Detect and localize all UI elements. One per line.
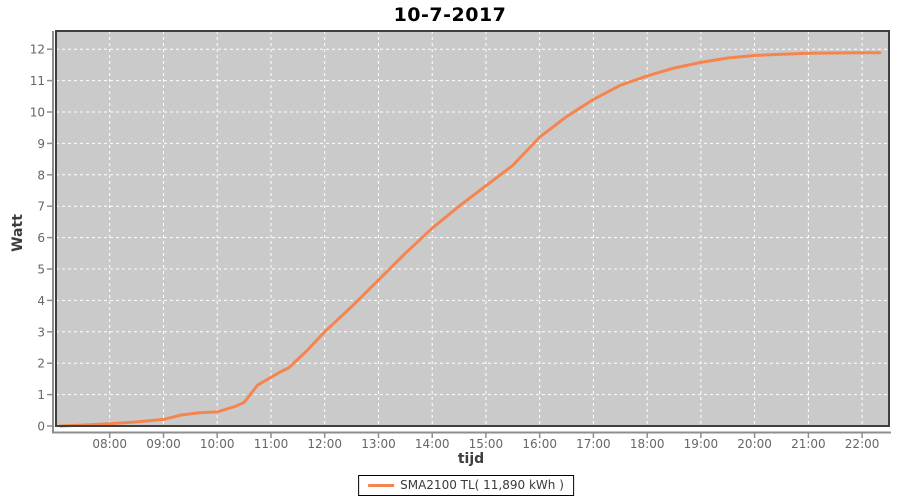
x-tick-label: 09:00 [146,437,181,451]
y-tick-label: 12 [30,43,45,57]
y-tick-label: 6 [37,231,45,245]
y-tick-label: 3 [37,325,45,339]
y-tick-label: 7 [37,200,45,214]
y-axis-title: Watt [10,214,26,252]
y-tick-label: 2 [37,357,45,371]
plot-border [55,30,890,427]
plot-background [56,31,889,426]
legend-label: SMA2100 TL( 11,890 kWh ) [400,478,564,492]
x-tick-label: 10:00 [200,437,235,451]
x-tick-label: 12:00 [307,437,342,451]
y-tick-label: 5 [37,263,45,277]
line-swatch-icon [368,484,395,487]
y-tick-label: 4 [37,294,45,308]
x-tick-label: 22:00 [845,437,880,451]
y-tick-label: 11 [30,74,45,88]
x-axis-title: tijd [457,451,485,467]
x-tick-label: 11:00 [254,437,289,451]
x-tick-label: 20:00 [737,437,772,451]
y-tick-label: 1 [37,388,45,402]
x-tick-label: 14:00 [415,437,450,451]
y-tick-label: 9 [37,137,45,151]
x-tick-label: 18:00 [630,437,665,451]
x-tick-label: 19:00 [684,437,719,451]
x-tick-label: 13:00 [361,437,396,451]
x-tick-label: 08:00 [92,437,127,451]
chart-title: 10-7-2017 [393,4,507,26]
series-line-sma2100 [58,51,882,428]
y-tick-label: 10 [30,106,45,120]
x-tick-label: 16:00 [522,437,557,451]
x-tick-label: 15:00 [469,437,504,451]
x-tick-label: 17:00 [576,437,611,451]
y-tick-label: 8 [37,168,45,182]
legend: SMA2100 TL( 11,890 kWh ) [358,475,574,496]
y-tick-label: 0 [37,420,45,434]
x-tick-label: 21:00 [791,437,826,451]
